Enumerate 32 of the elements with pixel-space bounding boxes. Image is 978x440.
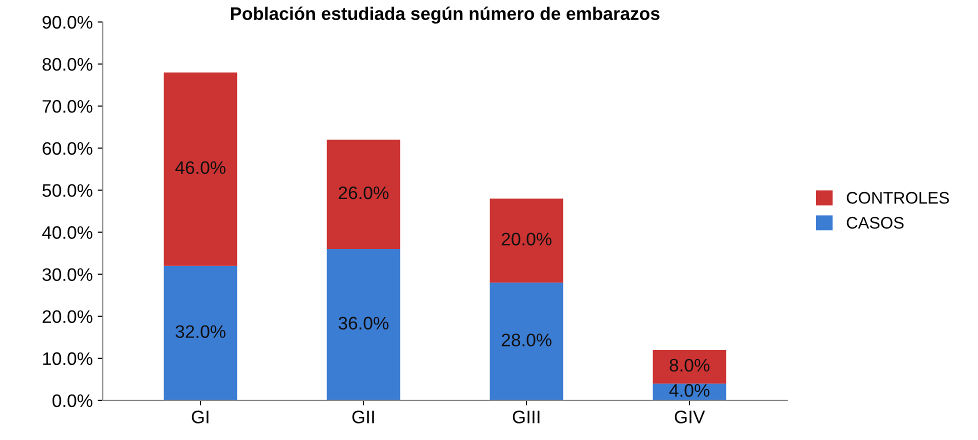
x-tick-label: GI: [192, 410, 208, 424]
y-tick-label: 20.0%: [42, 310, 92, 324]
chart-title: Población estudiada según número de embarazos: [231, 6, 660, 24]
data-label: 26.0%: [338, 186, 388, 200]
bar: [652, 350, 726, 384]
data-label: 28.0%: [502, 334, 552, 346]
bar: [326, 140, 400, 250]
y-tick-label: 0.0%: [52, 394, 92, 408]
data-label: 4.0%: [669, 384, 710, 397]
x-tick-label: GIII: [512, 410, 540, 424]
data-label: 46.0%: [175, 161, 226, 174]
y-tick-label: 10.0%: [43, 352, 92, 366]
bar: [326, 249, 400, 400]
bar: [164, 72, 238, 266]
bar: [490, 282, 564, 400]
data-label: 32.0%: [176, 325, 226, 338]
y-tick-label: 30.0%: [42, 268, 92, 281]
y-tick-label: 40.0%: [42, 226, 92, 239]
y-tick-label: 80.0%: [42, 58, 92, 71]
y-tick-label: 70.0%: [42, 100, 92, 113]
bar: [164, 266, 238, 400]
bar: [490, 198, 564, 283]
data-label: 36.0%: [338, 316, 388, 330]
x-tick-label: GIV: [674, 410, 705, 424]
data-label: 8.0%: [670, 358, 710, 372]
y-tick-label: 90.0%: [42, 16, 92, 29]
x-tick-label: GII: [352, 410, 374, 424]
y-tick-label: 60.0%: [42, 142, 92, 155]
data-label: 20.0%: [502, 232, 552, 246]
y-tick-label: 50.0%: [42, 184, 92, 197]
legend-label: CONTROLES: [846, 192, 949, 204]
legend-label: CASOS: [846, 216, 904, 229]
